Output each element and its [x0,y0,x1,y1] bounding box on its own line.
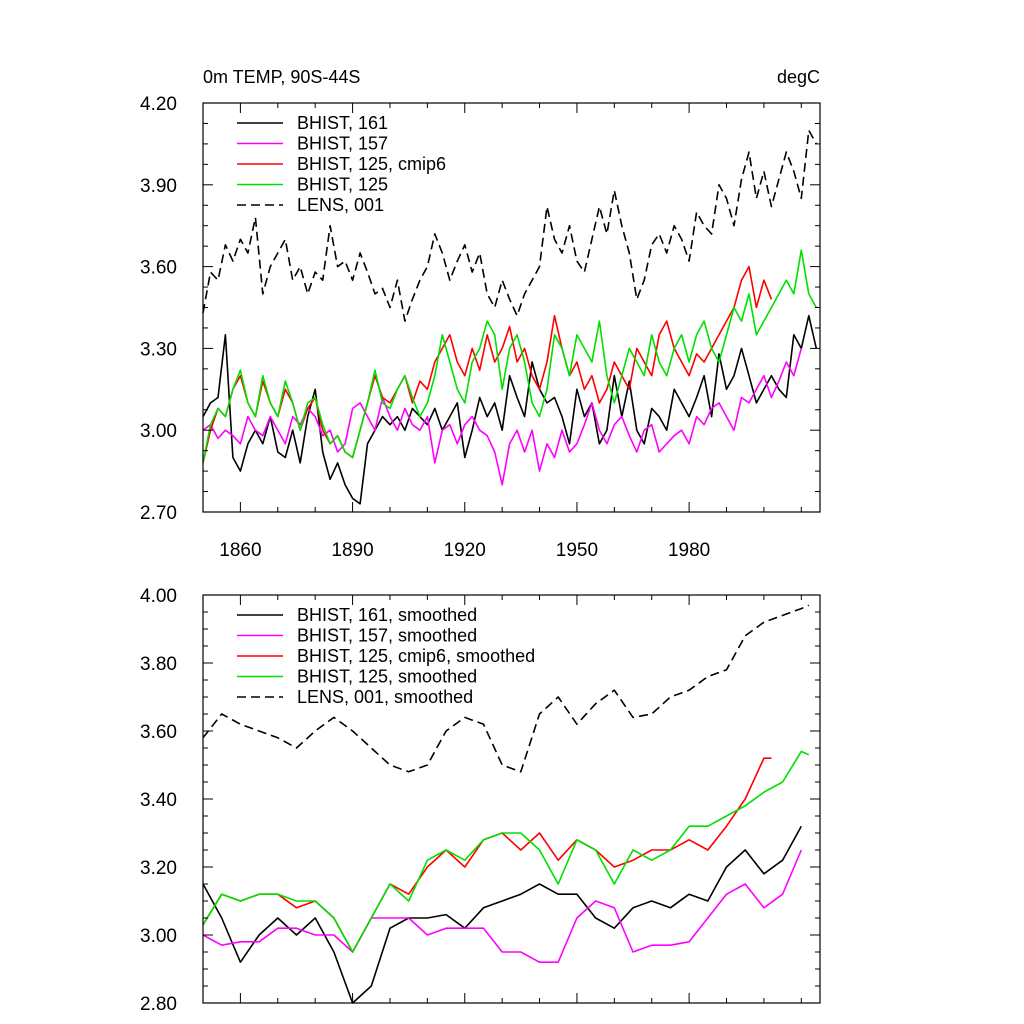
series-line-1-4 [202,604,810,773]
series-line-1-3 [202,750,810,953]
y-tick-label: 3.00 [140,926,177,947]
series-line-1-1 [202,849,803,964]
y-tick-label: 3.80 [140,654,177,675]
y-tick-label: 2.70 [140,503,177,524]
top-panel-title: 0m TEMP, 90S-44S [203,67,360,87]
legend-label-1-3: BHIST, 125, smoothed [297,667,477,687]
y-tick-label: 3.60 [140,722,177,743]
series-line-1-0 [202,825,803,1004]
series-line-0-4 [202,129,818,322]
legend-label-1-0: BHIST, 161, smoothed [297,605,477,625]
top-panel: 0m TEMP, 90S-44S degC 1860 1890 1920 1950 19… [140,67,821,561]
x-tick-label: 1920 [444,540,486,561]
series-line-1-2 [202,757,772,953]
y-tick-label: 3.60 [140,258,177,279]
y-tick-label: 3.90 [140,176,177,197]
y-tick-label: 3.20 [140,858,177,879]
legend-label-1-4: LENS, 001, smoothed [297,687,473,707]
legend-label-1-1: BHIST, 157, smoothed [297,626,477,646]
bottom-panel: 2.80 3.00 3.20 3.40 3.60 3.80 4.00 BHIST, 161, … [140,586,821,1015]
plot-frame-0 [202,102,821,513]
legend-label-0-3: BHIST, 125 [297,175,388,195]
legend-label-0-2: BHIST, 125, cmip6 [297,154,446,174]
legend-label-0-4: LENS, 001 [297,195,384,215]
y-tick-label: 4.00 [140,586,177,607]
y-tick-label: 3.40 [140,790,177,811]
legend-label-0-1: BHIST, 157 [297,134,388,154]
x-tick-label: 1980 [668,540,710,561]
y-tick-label: 3.30 [140,339,177,360]
x-tick-label: 1890 [331,540,373,561]
series-line-0-0 [202,314,818,505]
x-tick-label: 1860 [219,540,261,561]
legend-label-0-0: BHIST, 161 [297,113,388,133]
y-tick-label: 2.80 [140,994,177,1015]
x-tick-label: 1950 [556,540,598,561]
series-line-0-3 [202,249,818,464]
y-tick-label: 3.00 [140,421,177,442]
y-tick-label: 4.20 [140,94,177,115]
top-panel-units: degC [777,67,820,87]
legend-label-1-2: BHIST, 125, cmip6, smoothed [297,646,535,666]
